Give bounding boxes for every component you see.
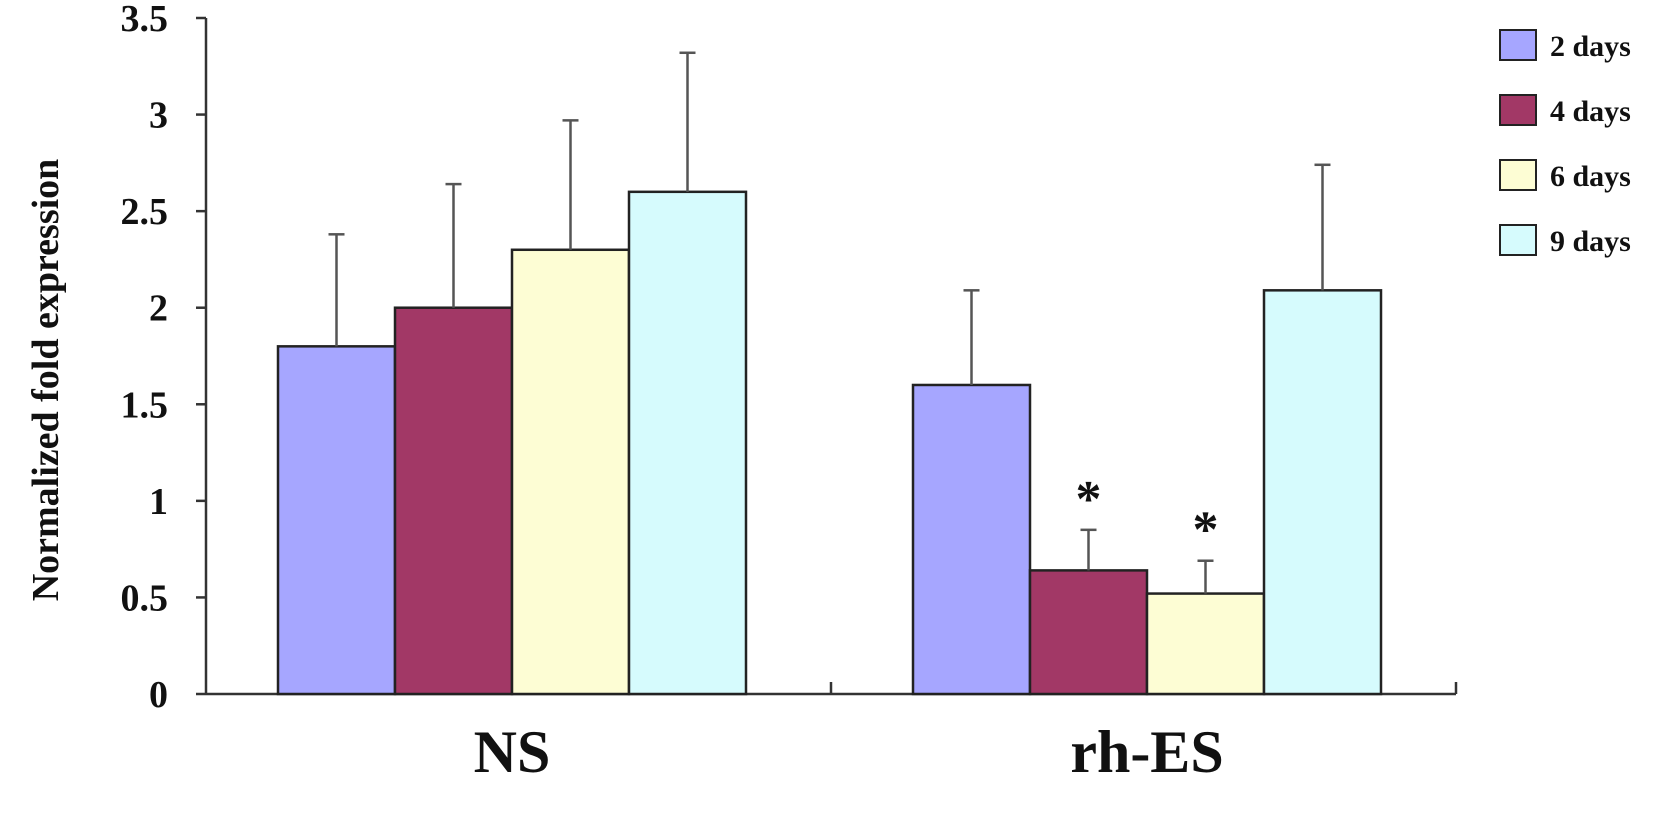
- legend-swatch: [1499, 224, 1537, 256]
- y-tick-label: 2.5: [121, 191, 169, 233]
- y-tick-label: 1: [149, 481, 168, 523]
- y-tick-label: 1.5: [121, 384, 169, 426]
- y-tick-label: 0.5: [121, 577, 169, 619]
- y-tick-label: 0: [149, 674, 168, 716]
- legend-swatch: [1499, 29, 1537, 61]
- plot-area: 0 0.5 1 1.5 2 2.5 3 3.5 NS * * rh-ES: [121, 0, 1458, 785]
- x-category-label: NS: [474, 719, 551, 785]
- y-tick-label: 3: [149, 95, 168, 137]
- bar: [911, 383, 1032, 696]
- significance-marker: *: [1076, 471, 1102, 528]
- legend-label: 4 days: [1550, 95, 1631, 128]
- bar: [510, 248, 631, 696]
- bar: [276, 345, 397, 696]
- legend-swatch: [1499, 94, 1537, 126]
- y-tick-label: 3.5: [121, 0, 169, 40]
- x-category-label: rh-ES: [1070, 719, 1223, 785]
- bar: [627, 190, 748, 696]
- bar: [1028, 569, 1149, 696]
- bar: [1262, 289, 1383, 696]
- legend-label: 9 days: [1550, 225, 1631, 258]
- y-axis-label: Normalized fold expression: [25, 159, 67, 602]
- legend-label: 2 days: [1550, 30, 1631, 63]
- legend: 2 days 4 days 6 days 9 days: [1499, 29, 1631, 258]
- legend-label: 6 days: [1550, 160, 1631, 193]
- legend-swatch: [1499, 159, 1537, 191]
- significance-marker: *: [1193, 502, 1219, 559]
- bar: [1145, 592, 1266, 696]
- bar: [393, 306, 514, 696]
- y-tick-label: 2: [149, 288, 168, 330]
